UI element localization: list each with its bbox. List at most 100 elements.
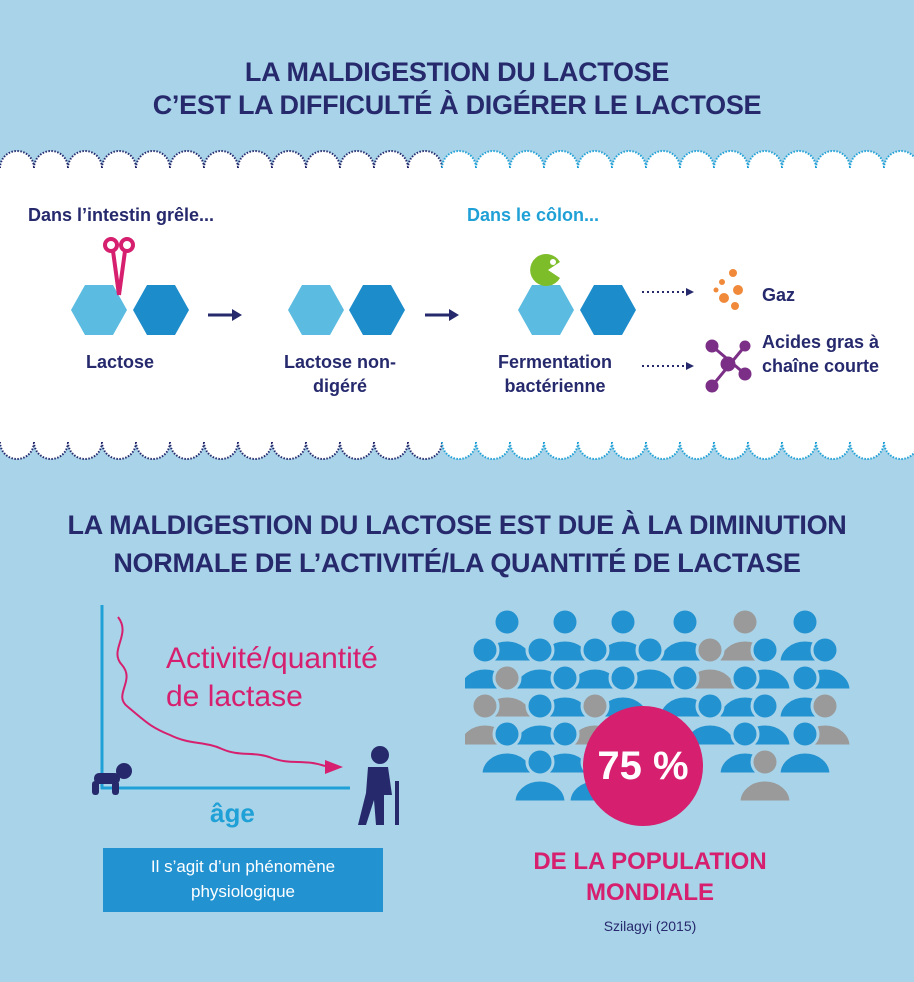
scallop bbox=[645, 441, 681, 460]
population-line1: DE LA POPULATION bbox=[533, 848, 767, 875]
bottom-title-line2: NORMALE DE L’ACTIVITÉ/LA QUANTITÉ DE LAC… bbox=[113, 548, 801, 578]
baby-icon bbox=[92, 763, 132, 795]
fermentation-hexagons bbox=[518, 285, 636, 335]
person-icon bbox=[777, 719, 833, 776]
bottom-title: LA MALDIGESTION DU LACTOSE EST DUE À LA … bbox=[0, 506, 914, 582]
intestine-heading: Dans l’intestin grêle... bbox=[28, 205, 215, 225]
elderly-person-icon bbox=[358, 746, 399, 825]
scallop bbox=[713, 150, 749, 169]
population-line2: MONDIALE bbox=[586, 879, 714, 906]
scallop bbox=[169, 441, 205, 460]
output-acids: Acides gras à chaîne courte bbox=[762, 332, 880, 376]
scallop bbox=[373, 150, 409, 169]
scallop bbox=[679, 150, 715, 169]
physiological-note: Il s’agit d’un phénomène physiologique bbox=[103, 848, 383, 912]
scallop bbox=[271, 150, 307, 169]
scallop bbox=[67, 150, 103, 169]
scallop bbox=[815, 441, 851, 460]
person-icon bbox=[479, 719, 535, 776]
lactase-label: Activité/quantité de lactase bbox=[166, 640, 378, 716]
scallop bbox=[509, 441, 545, 460]
scallop bbox=[203, 441, 239, 460]
scallop bbox=[33, 150, 69, 169]
scallop bbox=[543, 441, 579, 460]
person-icon bbox=[737, 747, 793, 804]
curve-arrowhead bbox=[325, 760, 343, 774]
lactase-curve bbox=[116, 616, 326, 767]
colon-heading: Dans le côlon... bbox=[467, 205, 600, 225]
molecule-icon bbox=[705, 339, 752, 393]
scallop bbox=[475, 441, 511, 460]
non-digested-hexagons bbox=[288, 285, 405, 335]
step-fermentation: Fermentation bactérienne bbox=[497, 352, 612, 396]
scallop bbox=[781, 441, 817, 460]
scallop bbox=[713, 441, 749, 460]
digestion-band bbox=[0, 150, 914, 460]
lactase-label-line2: de lactase bbox=[166, 680, 303, 713]
scallop bbox=[747, 150, 783, 169]
band-background bbox=[0, 168, 914, 442]
lactose-hexagons bbox=[71, 285, 189, 335]
scallop bbox=[577, 150, 613, 169]
scallop bbox=[815, 150, 851, 169]
scallop bbox=[883, 150, 914, 169]
lactase-label-line1: Activité/quantité bbox=[166, 642, 378, 675]
scallop bbox=[407, 441, 443, 460]
scallop bbox=[543, 150, 579, 169]
scallop bbox=[645, 150, 681, 169]
bottom-title-line1: LA MALDIGESTION DU LACTOSE EST DUE À LA … bbox=[67, 510, 847, 540]
dotted-arrow-gas bbox=[642, 288, 694, 296]
note-line1: Il s’agit d’un phénomène bbox=[150, 857, 336, 876]
scallop bbox=[679, 441, 715, 460]
dotted-arrow-acids bbox=[642, 362, 694, 370]
scallop bbox=[67, 441, 103, 460]
scallop bbox=[0, 441, 35, 460]
arrow-2 bbox=[425, 309, 459, 321]
scallop bbox=[101, 441, 137, 460]
scallop bbox=[407, 150, 443, 169]
note-line2: physiologique bbox=[191, 882, 295, 901]
age-axis-label: âge bbox=[210, 798, 255, 828]
scallop bbox=[475, 150, 511, 169]
scallop bbox=[237, 150, 273, 169]
scallop bbox=[441, 150, 477, 169]
scallop bbox=[339, 441, 375, 460]
scallop bbox=[441, 441, 477, 460]
scallop bbox=[101, 150, 137, 169]
gas-bubbles-icon bbox=[713, 269, 743, 310]
percent-badge: 75 % bbox=[583, 706, 703, 826]
scallop bbox=[611, 441, 647, 460]
source-citation: Szilagyi (2015) bbox=[603, 918, 697, 934]
arrow-1 bbox=[208, 309, 242, 321]
scallop bbox=[33, 441, 69, 460]
scallop-border bbox=[0, 150, 914, 460]
top-title-line2: C’EST LA DIFFICULTÉ À DIGÉRER LE LACTOSE bbox=[152, 90, 762, 120]
scallop bbox=[781, 150, 817, 169]
output-gas: Gaz bbox=[762, 285, 796, 305]
person-icon bbox=[622, 635, 678, 692]
scallop bbox=[339, 150, 375, 169]
scallop bbox=[509, 150, 545, 169]
step-non-digested: Lactose non-digéré bbox=[265, 350, 415, 398]
scallop bbox=[373, 441, 409, 460]
scallop bbox=[135, 150, 171, 169]
scallop bbox=[849, 441, 885, 460]
lactase-graph bbox=[92, 605, 399, 825]
scallop bbox=[135, 441, 171, 460]
scallop bbox=[0, 150, 35, 169]
scallop bbox=[883, 441, 914, 460]
person-icon bbox=[512, 747, 568, 804]
scallop bbox=[747, 441, 783, 460]
step-non-digested-text: Lactose non-digéré bbox=[283, 352, 396, 396]
population-label: DE LA POPULATION MONDIALE bbox=[470, 846, 830, 908]
scallop bbox=[305, 150, 341, 169]
scallop bbox=[577, 441, 613, 460]
scallop bbox=[305, 441, 341, 460]
top-title-line1: LA MALDIGESTION DU LACTOSE bbox=[244, 57, 670, 87]
scallop bbox=[849, 150, 885, 169]
scallop bbox=[237, 441, 273, 460]
scallop bbox=[271, 441, 307, 460]
scissors-icon bbox=[103, 237, 135, 296]
scallop bbox=[169, 150, 205, 169]
scallop bbox=[203, 150, 239, 169]
